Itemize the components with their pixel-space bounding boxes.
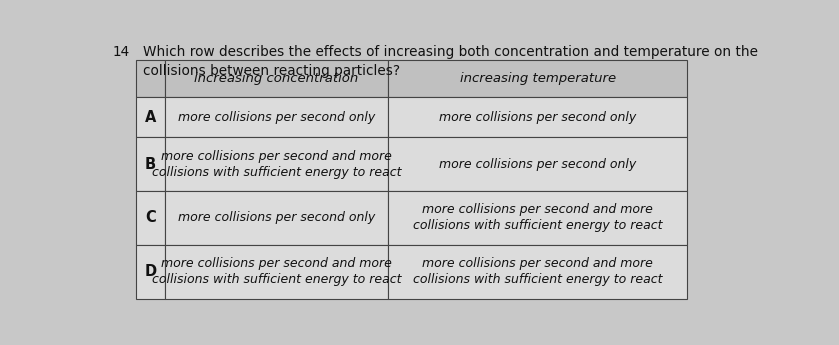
Text: more collisions per second only: more collisions per second only — [439, 158, 636, 171]
Text: 14: 14 — [112, 46, 130, 59]
Text: more collisions per second and more
collisions with sufficient energy to react: more collisions per second and more coll… — [413, 257, 662, 286]
Bar — [164, 191, 388, 245]
Text: D: D — [144, 264, 156, 279]
Bar — [136, 137, 164, 191]
Bar — [136, 60, 164, 97]
Text: C: C — [145, 210, 156, 225]
Bar — [136, 97, 164, 137]
Bar — [388, 60, 687, 97]
Text: more collisions per second and more
collisions with sufficient energy to react: more collisions per second and more coll… — [152, 150, 401, 179]
Text: more collisions per second and more
collisions with sufficient energy to react: more collisions per second and more coll… — [413, 203, 662, 232]
Text: increasing concentration: increasing concentration — [195, 72, 358, 85]
Bar — [164, 245, 388, 299]
Bar — [388, 97, 687, 137]
Bar — [164, 137, 388, 191]
Bar — [388, 137, 687, 191]
Text: more collisions per second and more
collisions with sufficient energy to react: more collisions per second and more coll… — [152, 257, 401, 286]
Text: A: A — [144, 110, 156, 125]
Text: increasing temperature: increasing temperature — [460, 72, 616, 85]
Bar — [136, 245, 164, 299]
Text: more collisions per second only: more collisions per second only — [439, 111, 636, 124]
Bar — [388, 191, 687, 245]
Bar — [164, 60, 388, 97]
Text: more collisions per second only: more collisions per second only — [178, 111, 375, 124]
Text: Which row describes the effects of increasing both concentration and temperature: Which row describes the effects of incre… — [143, 46, 758, 78]
Bar — [388, 245, 687, 299]
Bar — [136, 191, 164, 245]
Bar — [164, 97, 388, 137]
Text: more collisions per second only: more collisions per second only — [178, 211, 375, 224]
Text: B: B — [145, 157, 156, 172]
